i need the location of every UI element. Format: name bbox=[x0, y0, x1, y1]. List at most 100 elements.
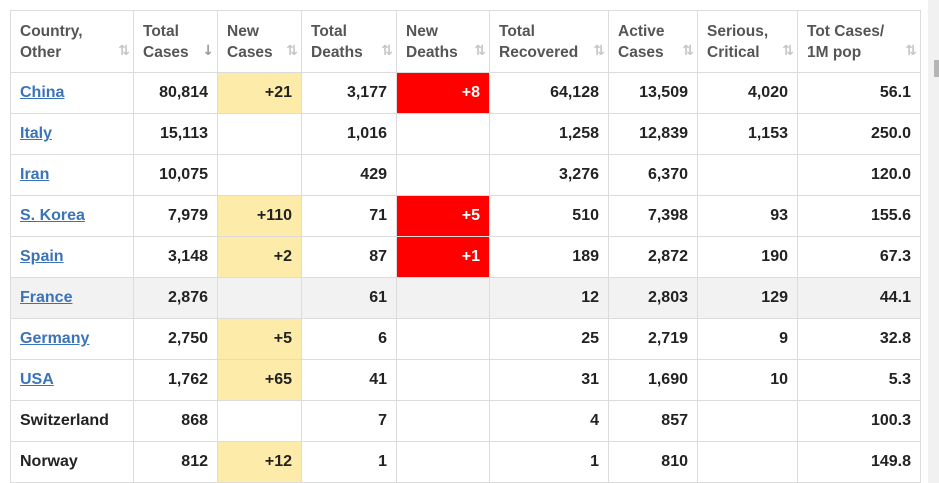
active-cases-cell: 2,803 bbox=[608, 277, 698, 319]
header-total-cases[interactable]: Total Cases ↓ bbox=[133, 10, 218, 73]
cases-per-million-cell: 250.0 bbox=[797, 113, 921, 155]
scrollbar-thumb[interactable] bbox=[934, 60, 939, 77]
header-total-recovered-label: Total Recovered bbox=[499, 22, 579, 61]
country-link[interactable]: Italy bbox=[20, 125, 53, 142]
total-deaths-cell: 1,016 bbox=[301, 113, 397, 155]
country-link[interactable]: Spain bbox=[20, 248, 64, 265]
header-total-deaths[interactable]: Total Deaths ⇅ bbox=[301, 10, 397, 73]
country-cell: Spain bbox=[10, 236, 134, 278]
total-cases-cell: 2,750 bbox=[133, 318, 218, 360]
cases-per-million-cell: 67.3 bbox=[797, 236, 921, 278]
total-recovered-cell: 25 bbox=[489, 318, 609, 360]
active-cases-cell: 7,398 bbox=[608, 195, 698, 237]
sort-icon[interactable]: ⇅ bbox=[381, 43, 393, 59]
total-cases-cell: 1,762 bbox=[133, 359, 218, 401]
country-link[interactable]: France bbox=[20, 289, 73, 306]
country-cell: Switzerland bbox=[10, 400, 134, 442]
vertical-scrollbar[interactable] bbox=[928, 0, 939, 483]
sort-icon[interactable]: ⇅ bbox=[118, 43, 130, 59]
table-row: Spain 3,148 +2 87 +1 189 2,872 190 67.3 bbox=[10, 236, 921, 278]
cases-per-million-cell: 155.6 bbox=[797, 195, 921, 237]
header-cases-per-million-label: Tot Cases/1M pop bbox=[807, 22, 885, 61]
total-recovered-cell: 1,258 bbox=[489, 113, 609, 155]
serious-critical-cell: 93 bbox=[697, 195, 798, 237]
new-cases-cell: +110 bbox=[217, 195, 302, 237]
total-deaths-cell: 61 bbox=[301, 277, 397, 319]
total-recovered-cell: 4 bbox=[489, 400, 609, 442]
header-new-cases[interactable]: New Cases ⇅ bbox=[217, 10, 302, 73]
country-link[interactable]: China bbox=[20, 84, 65, 101]
total-cases-cell: 3,148 bbox=[133, 236, 218, 278]
country-link[interactable]: S. Korea bbox=[20, 207, 85, 224]
coronavirus-stats-table: Country, Other ⇅ Total Cases ↓ New Cases ⇅ … bbox=[10, 10, 921, 483]
total-recovered-cell: 3,276 bbox=[489, 154, 609, 196]
serious-critical-cell bbox=[697, 400, 798, 442]
header-active-cases-label: Active Cases bbox=[618, 22, 665, 61]
cases-per-million-cell: 100.3 bbox=[797, 400, 921, 442]
header-serious-critical[interactable]: Serious, Critical ⇅ bbox=[697, 10, 798, 73]
sort-icon[interactable]: ⇅ bbox=[782, 43, 794, 59]
new-cases-cell: +65 bbox=[217, 359, 302, 401]
total-deaths-cell: 7 bbox=[301, 400, 397, 442]
total-cases-cell: 80,814 bbox=[133, 72, 218, 114]
country-cell: Italy bbox=[10, 113, 134, 155]
active-cases-cell: 13,509 bbox=[608, 72, 698, 114]
country-cell: USA bbox=[10, 359, 134, 401]
total-cases-cell: 812 bbox=[133, 441, 218, 483]
sort-icon[interactable]: ⇅ bbox=[593, 43, 605, 59]
table-row: Germany 2,750 +5 6 25 2,719 9 32.8 bbox=[10, 318, 921, 360]
new-deaths-cell bbox=[396, 441, 490, 483]
table-row: S. Korea 7,979 +110 71 +5 510 7,398 93 155.6 bbox=[10, 195, 921, 237]
cases-per-million-cell: 44.1 bbox=[797, 277, 921, 319]
new-deaths-cell: +1 bbox=[396, 236, 490, 278]
header-new-deaths[interactable]: New Deaths ⇅ bbox=[396, 10, 490, 73]
table-row: Norway 812 +12 1 1 810 149.8 bbox=[10, 441, 921, 483]
country-cell: China bbox=[10, 72, 134, 114]
header-total-cases-label: Total Cases bbox=[143, 22, 189, 61]
new-cases-cell bbox=[217, 154, 302, 196]
active-cases-cell: 6,370 bbox=[608, 154, 698, 196]
cases-per-million-cell: 5.3 bbox=[797, 359, 921, 401]
sort-icon[interactable]: ⇅ bbox=[905, 43, 917, 59]
new-cases-cell bbox=[217, 113, 302, 155]
sort-descending-icon[interactable]: ↓ bbox=[202, 43, 214, 59]
cases-per-million-cell: 149.8 bbox=[797, 441, 921, 483]
total-cases-cell: 10,075 bbox=[133, 154, 218, 196]
total-deaths-cell: 6 bbox=[301, 318, 397, 360]
total-recovered-cell: 64,128 bbox=[489, 72, 609, 114]
country-link[interactable]: USA bbox=[20, 371, 54, 388]
new-cases-cell: +2 bbox=[217, 236, 302, 278]
sort-icon[interactable]: ⇅ bbox=[474, 43, 486, 59]
total-deaths-cell: 71 bbox=[301, 195, 397, 237]
total-deaths-cell: 429 bbox=[301, 154, 397, 196]
active-cases-cell: 857 bbox=[608, 400, 698, 442]
header-active-cases[interactable]: Active Cases ⇅ bbox=[608, 10, 698, 73]
cases-per-million-cell: 120.0 bbox=[797, 154, 921, 196]
serious-critical-cell bbox=[697, 441, 798, 483]
header-new-deaths-label: New Deaths bbox=[406, 22, 458, 61]
sort-icon[interactable]: ⇅ bbox=[286, 43, 298, 59]
country-link[interactable]: Germany bbox=[20, 330, 90, 347]
country-link[interactable]: Iran bbox=[20, 166, 50, 183]
table-row: Iran 10,075 429 3,276 6,370 120.0 bbox=[10, 154, 921, 196]
total-recovered-cell: 31 bbox=[489, 359, 609, 401]
serious-critical-cell: 9 bbox=[697, 318, 798, 360]
table-row: Switzerland 868 7 4 857 100.3 bbox=[10, 400, 921, 442]
total-deaths-cell: 87 bbox=[301, 236, 397, 278]
total-cases-cell: 868 bbox=[133, 400, 218, 442]
total-cases-cell: 7,979 bbox=[133, 195, 218, 237]
total-recovered-cell: 510 bbox=[489, 195, 609, 237]
serious-critical-cell: 10 bbox=[697, 359, 798, 401]
header-country[interactable]: Country, Other ⇅ bbox=[10, 10, 134, 73]
total-deaths-cell: 3,177 bbox=[301, 72, 397, 114]
sort-icon[interactable]: ⇅ bbox=[682, 43, 694, 59]
total-cases-cell: 15,113 bbox=[133, 113, 218, 155]
header-total-recovered[interactable]: Total Recovered ⇅ bbox=[489, 10, 609, 73]
table-row: USA 1,762 +65 41 31 1,690 10 5.3 bbox=[10, 359, 921, 401]
total-recovered-cell: 12 bbox=[489, 277, 609, 319]
header-cases-per-million[interactable]: Tot Cases/1M pop ⇅ bbox=[797, 10, 921, 73]
new-deaths-cell: +5 bbox=[396, 195, 490, 237]
country-name: Norway bbox=[20, 453, 78, 470]
serious-critical-cell bbox=[697, 154, 798, 196]
